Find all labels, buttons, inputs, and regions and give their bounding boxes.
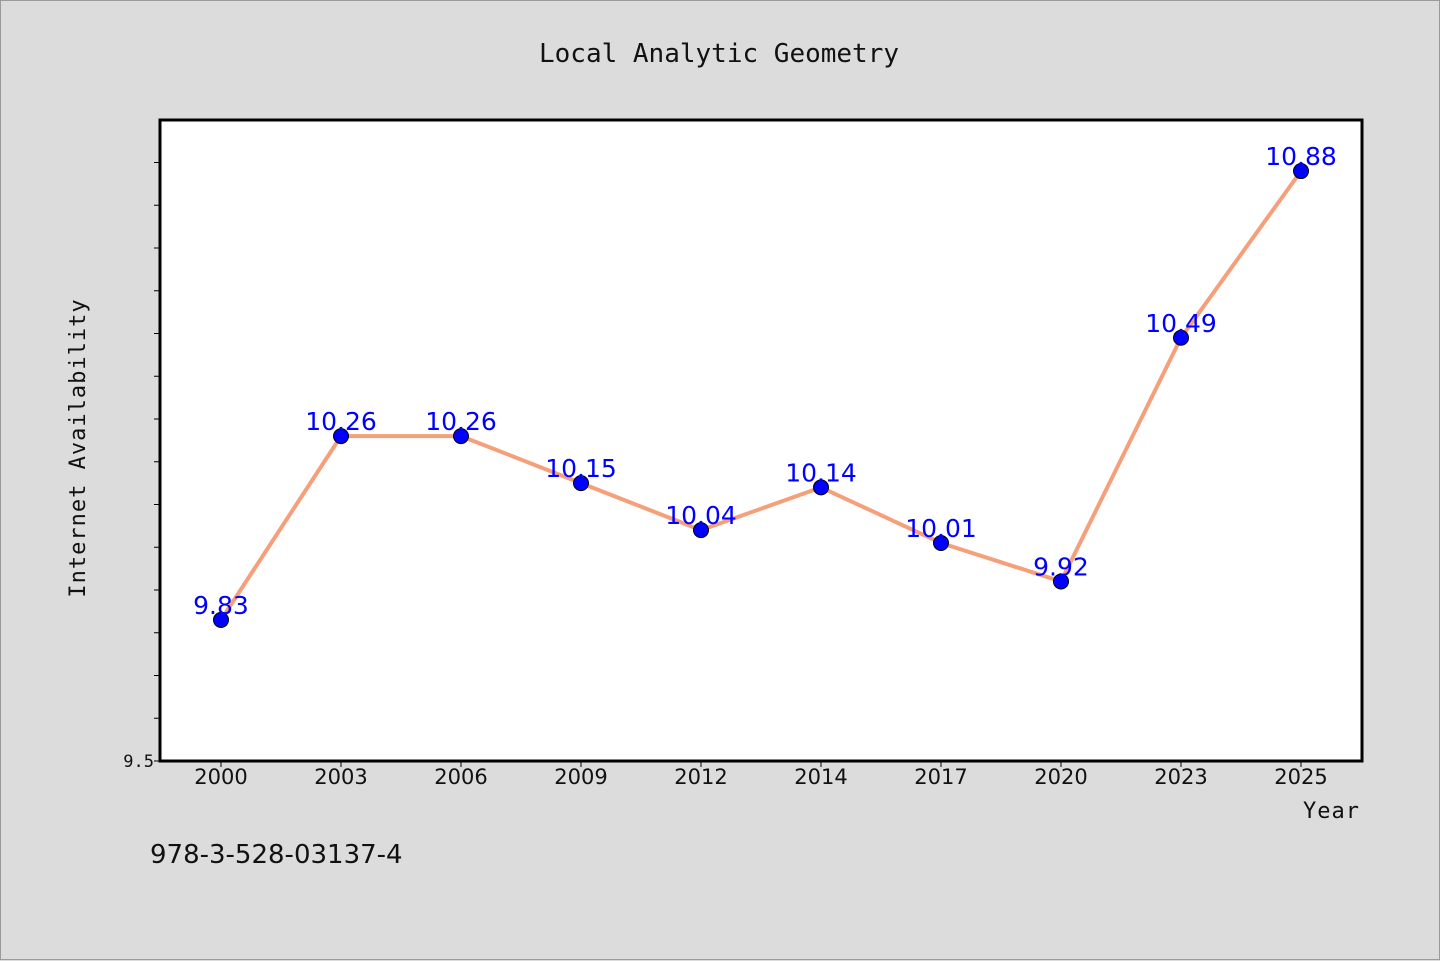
x-tick-label: 2009 (554, 765, 607, 789)
x-tick-labels: 2000 2003 2006 2009 2012 2014 2017 2020 2023 2025 (194, 765, 1327, 789)
data-label: 10.15 (545, 454, 617, 483)
x-tick-label: 2006 (434, 765, 487, 789)
data-point (573, 475, 589, 492)
data-label: 10.04 (665, 501, 737, 530)
x-tick-label: 2017 (914, 765, 967, 789)
plot-area (158, 118, 1364, 763)
data-point (933, 534, 949, 551)
x-tick-label: 2023 (1154, 765, 1207, 789)
x-tick-label: 2020 (1034, 765, 1087, 789)
x-tick-label: 2012 (674, 765, 727, 789)
data-label: 9.83 (193, 591, 249, 620)
data-point (333, 428, 349, 445)
data-point (1053, 573, 1069, 590)
data-point (693, 522, 709, 539)
y-axis-ticks (154, 162, 160, 762)
data-point (1293, 163, 1309, 180)
x-tick-label: 2003 (314, 765, 367, 789)
series-line (219, 169, 1303, 622)
chart-title: Local Analytic Geometry (539, 39, 899, 69)
data-label: 9.92 (1033, 552, 1089, 581)
x-tick-label: 2000 (194, 765, 247, 789)
data-label: 10.49 (1145, 309, 1217, 338)
x-tick-label: 2025 (1274, 765, 1327, 789)
data-label: 10.14 (785, 458, 857, 487)
data-label: 10.26 (305, 407, 377, 436)
data-point (813, 479, 829, 496)
y-axis-label: Internet Availability (66, 298, 91, 597)
data-label: 10.26 (425, 407, 497, 436)
data-point (453, 428, 469, 445)
x-axis-label: Year (1303, 799, 1360, 824)
x-axis-ticks (220, 761, 1302, 767)
data-point (213, 611, 229, 628)
isbn-text: 978-3-528-03137-4 (150, 840, 403, 870)
data-point (1173, 329, 1189, 346)
y-tick-label: 9.5 (123, 752, 154, 772)
series-layer: 9.83 10.26 10.26 10.15 10.04 10.14 10.01 9.92 10… (193, 142, 1337, 628)
data-label: 10.88 (1265, 142, 1337, 171)
data-label: 10.01 (905, 514, 977, 543)
x-tick-label: 2014 (794, 765, 847, 789)
